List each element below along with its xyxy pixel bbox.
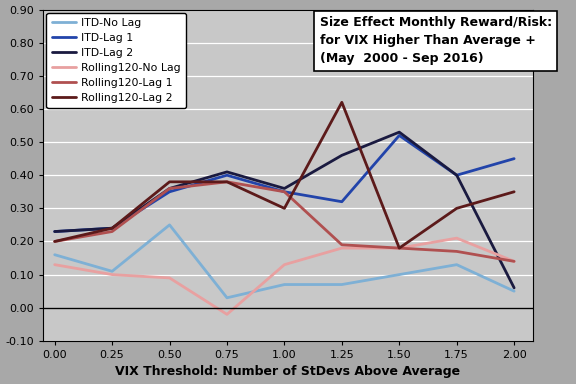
ITD-No Lag: [453, 262, 460, 267]
ITD-No Lag: [109, 269, 116, 273]
Rolling120-Lag 2: [281, 206, 288, 211]
Rolling120-Lag 1: [453, 249, 460, 254]
ITD-Lag 1: [109, 226, 116, 230]
ITD-Lag 2: [166, 186, 173, 191]
Rolling120-Lag 2: [223, 180, 230, 184]
ITD-Lag 2: [453, 173, 460, 177]
Text: Size Effect Monthly Reward/Risk:
for VIX Higher Than Average +
(May  2000 - Sep : Size Effect Monthly Reward/Risk: for VIX…: [320, 16, 552, 65]
Line: Rolling120-No Lag: Rolling120-No Lag: [55, 238, 514, 314]
ITD-No Lag: [223, 295, 230, 300]
Legend: ITD-No Lag, ITD-Lag 1, ITD-Lag 2, Rolling120-No Lag, Rolling120-Lag 1, Rolling12: ITD-No Lag, ITD-Lag 1, ITD-Lag 2, Rollin…: [47, 13, 186, 108]
ITD-No Lag: [166, 223, 173, 227]
ITD-Lag 1: [166, 189, 173, 194]
ITD-Lag 1: [396, 133, 403, 138]
ITD-Lag 1: [511, 156, 518, 161]
Rolling120-Lag 1: [396, 246, 403, 250]
ITD-Lag 1: [223, 173, 230, 177]
ITD-Lag 2: [281, 186, 288, 191]
Rolling120-No Lag: [511, 259, 518, 264]
Line: ITD-Lag 2: ITD-Lag 2: [55, 132, 514, 288]
ITD-Lag 2: [511, 286, 518, 290]
Rolling120-Lag 1: [281, 189, 288, 194]
Line: Rolling120-Lag 1: Rolling120-Lag 1: [55, 182, 514, 262]
Rolling120-No Lag: [51, 262, 58, 267]
Rolling120-Lag 2: [511, 189, 518, 194]
Rolling120-Lag 2: [396, 246, 403, 250]
ITD-Lag 2: [223, 170, 230, 174]
ITD-Lag 1: [281, 189, 288, 194]
Rolling120-Lag 1: [166, 186, 173, 191]
Rolling120-Lag 1: [51, 239, 58, 244]
ITD-No Lag: [51, 252, 58, 257]
Rolling120-Lag 1: [338, 242, 345, 247]
Line: Rolling120-Lag 2: Rolling120-Lag 2: [55, 102, 514, 248]
Rolling120-No Lag: [109, 272, 116, 277]
ITD-Lag 1: [453, 173, 460, 177]
Rolling120-Lag 1: [109, 229, 116, 234]
ITD-Lag 2: [109, 226, 116, 230]
Line: ITD-Lag 1: ITD-Lag 1: [55, 136, 514, 232]
Rolling120-Lag 2: [109, 226, 116, 230]
Rolling120-Lag 1: [511, 259, 518, 264]
Rolling120-No Lag: [453, 236, 460, 240]
Line: ITD-No Lag: ITD-No Lag: [55, 225, 514, 298]
Rolling120-Lag 2: [453, 206, 460, 211]
ITD-No Lag: [511, 289, 518, 293]
ITD-Lag 2: [396, 130, 403, 134]
Rolling120-Lag 2: [166, 180, 173, 184]
ITD-No Lag: [396, 272, 403, 277]
ITD-Lag 2: [338, 153, 345, 158]
Rolling120-No Lag: [166, 276, 173, 280]
Rolling120-No Lag: [281, 262, 288, 267]
Rolling120-Lag 2: [51, 239, 58, 244]
X-axis label: VIX Threshold: Number of StDevs Above Average: VIX Threshold: Number of StDevs Above Av…: [115, 366, 460, 379]
ITD-Lag 2: [51, 229, 58, 234]
ITD-No Lag: [281, 282, 288, 287]
Rolling120-No Lag: [223, 312, 230, 317]
Rolling120-Lag 1: [223, 180, 230, 184]
Rolling120-No Lag: [338, 246, 345, 250]
Rolling120-Lag 2: [338, 100, 345, 104]
ITD-Lag 1: [338, 199, 345, 204]
ITD-No Lag: [338, 282, 345, 287]
Rolling120-No Lag: [396, 246, 403, 250]
ITD-Lag 1: [51, 229, 58, 234]
